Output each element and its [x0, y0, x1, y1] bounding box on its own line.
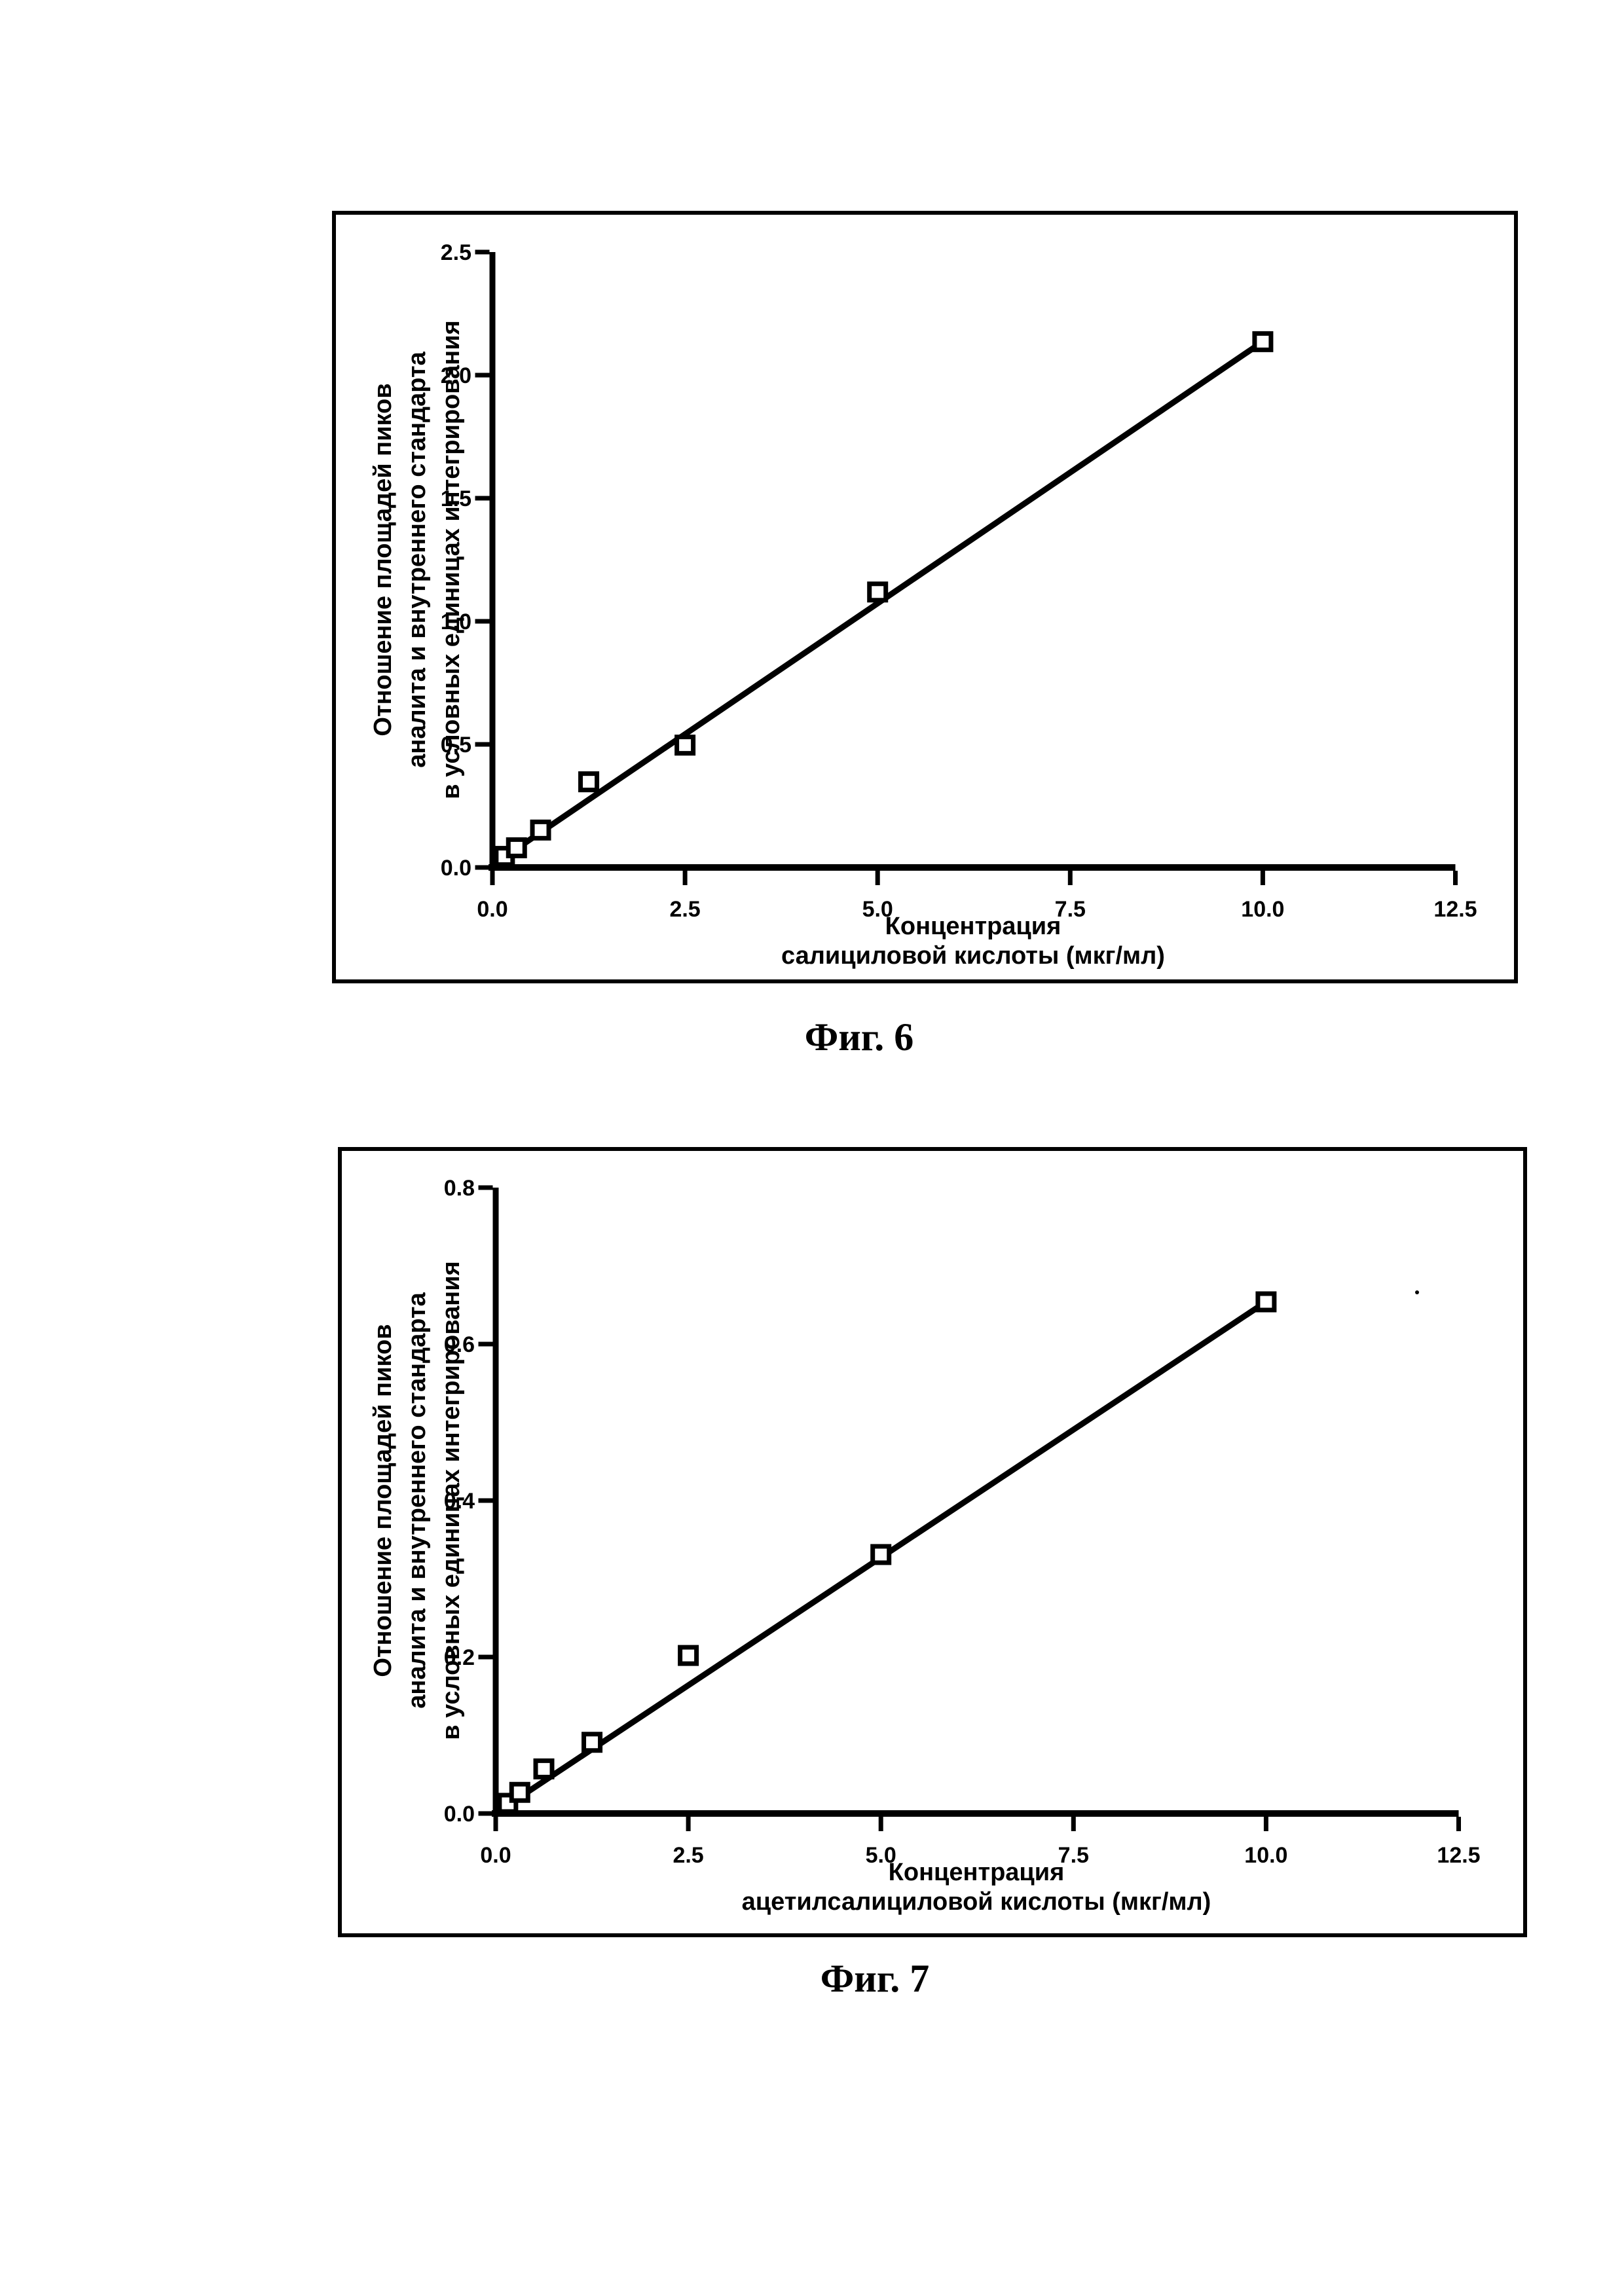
- x-axis-title-line: Концентрация: [889, 1859, 1065, 1886]
- plot-frame: [338, 1147, 1527, 1937]
- data-point-marker: [578, 771, 600, 793]
- plot-frame: [332, 211, 1518, 983]
- y-ticks: 0.0 0.2 0.4 0.6 0.8: [444, 1176, 493, 1827]
- y-axis-title-line: аналита и внутреннего стандарта: [403, 1292, 431, 1708]
- y-axis-title-line: Отношение площадей пиков: [369, 383, 397, 736]
- y-tick-label: 2.5: [441, 240, 471, 265]
- y-tick-label: 0.8: [444, 1176, 475, 1201]
- data-point-marker: [509, 1781, 530, 1803]
- data-points: [494, 331, 1274, 867]
- x-tick-label: 7.5: [1055, 897, 1086, 922]
- x-tick-label: 10.0: [1241, 897, 1284, 922]
- data-point-marker: [870, 1544, 892, 1565]
- x-axis-title-line: салициловой кислоты (мкг/мл): [781, 942, 1165, 970]
- y-tick-label: 0.2: [444, 1645, 475, 1670]
- x-tick-label: 12.5: [1433, 897, 1477, 922]
- data-point-marker: [678, 1645, 699, 1666]
- x-axis-title-line: ацетилсалициловой кислоты (мкг/мл): [742, 1888, 1211, 1916]
- y-ticks: 0.0 0.5 1.0 1.5 2.0 2.5: [441, 240, 490, 881]
- x-tick-label: 10.0: [1244, 1843, 1287, 1868]
- data-point-marker: [581, 1732, 603, 1753]
- x-tick-label: 0.0: [480, 1843, 511, 1868]
- x-ticks: 0.0 2.5 5.0 7.5 10.0 12.5: [480, 1817, 1481, 1868]
- data-point-marker: [1252, 331, 1274, 352]
- y-axis-title-line: Отношение площадей пиков: [369, 1324, 397, 1677]
- y-tick-label: 1.0: [441, 610, 471, 634]
- y-axis-title-line: аналита и внутреннего стандарта: [403, 351, 431, 767]
- data-point-marker: [674, 735, 696, 756]
- y-tick-label: 0.4: [444, 1489, 475, 1514]
- data-point-marker: [530, 819, 551, 841]
- x-tick-label: 12.5: [1437, 1843, 1480, 1868]
- x-tick-label: 2.5: [673, 1843, 703, 1868]
- y-axis-title: Отношение площадей пиков аналита и внутре…: [369, 320, 465, 799]
- y-tick-label: 1.5: [441, 486, 471, 511]
- fig7-caption: Фиг. 7: [820, 1957, 930, 2000]
- x-axis-title-line: Концентрация: [885, 913, 1061, 940]
- x-tick-label: 5.0: [862, 897, 893, 922]
- data-point-marker: [506, 837, 527, 858]
- x-ticks: 0.0 2.5 5.0 7.5 10.0 12.5: [477, 871, 1477, 922]
- data-point-marker: [867, 581, 889, 603]
- fig7-calibration-plot: 0.0 2.5 5.0 7.5 10.0 12.5 0.0 0.2 0.4 0.6 0.8 Конце…: [338, 1147, 1527, 1937]
- fig6-calibration-plot: 0.0 2.5 5.0 7.5 10.0 12.5 0.0 0.5 1.0 1.5 2.0 2.5 Ко…: [332, 211, 1518, 983]
- y-tick-label: 0.0: [441, 856, 471, 881]
- x-tick-label: 0.0: [477, 897, 507, 922]
- data-points: [497, 1291, 1277, 1814]
- y-axis-title-line: в условных единицах интегрирования: [437, 320, 465, 799]
- scan-speck: [1415, 1290, 1419, 1294]
- x-tick-label: 2.5: [669, 897, 700, 922]
- data-point-marker: [1255, 1291, 1277, 1313]
- y-axis-title-line: в условных единицах интегрирования: [437, 1261, 465, 1740]
- y-tick-label: 0.0: [444, 1802, 475, 1827]
- y-tick-label: 0.5: [441, 733, 471, 757]
- fig6-caption: Фиг. 6: [804, 1015, 914, 1059]
- y-tick-label: 0.6: [444, 1332, 475, 1357]
- y-axis-title: Отношение площадей пиков аналита и внутре…: [369, 1261, 465, 1740]
- x-tick-label: 7.5: [1058, 1843, 1089, 1868]
- data-point-marker: [533, 1758, 555, 1779]
- x-tick-label: 5.0: [866, 1843, 896, 1868]
- y-tick-label: 2.0: [441, 363, 471, 388]
